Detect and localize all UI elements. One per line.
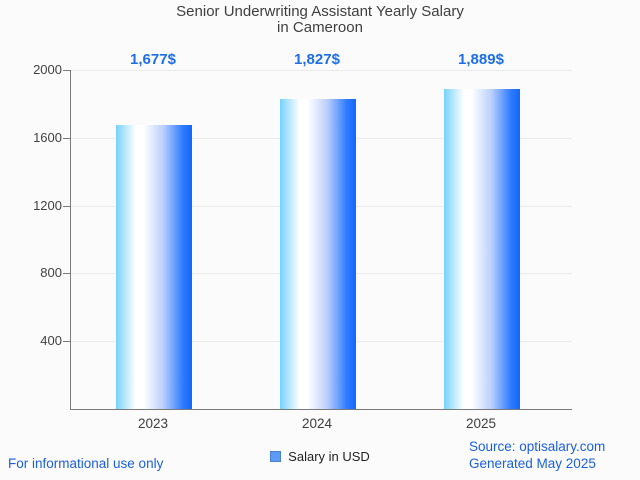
y-axis-label: 2000 [33, 62, 62, 77]
y-axis-tick [63, 70, 70, 71]
generated-date: Generated May 2025 [469, 456, 596, 471]
y-axis-tick [63, 205, 70, 207]
source-credit[interactable]: Source: optisalary.com Generated May 202… [469, 438, 605, 472]
legend: Salary in USD [0, 448, 640, 464]
source-link[interactable]: Source: optisalary.com [469, 439, 606, 454]
informational-note-link[interactable]: For informational use only [8, 456, 164, 471]
bar-value-label: 1,827$ [294, 51, 340, 68]
y-axis-tick [63, 273, 70, 275]
gridline [71, 70, 572, 71]
bar-2023[interactable] [116, 124, 192, 409]
y-axis-label: 1600 [33, 129, 62, 145]
bar-2024[interactable] [280, 99, 356, 409]
plot-area [70, 70, 572, 410]
y-axis-tick [63, 137, 70, 139]
x-axis-label: 2025 [465, 416, 497, 431]
y-axis-tick [63, 341, 70, 343]
chart-title: Senior Underwriting Assistant Yearly Sal… [176, 3, 464, 36]
bar-2025[interactable] [444, 88, 520, 409]
x-axis-label: 2024 [301, 416, 333, 431]
x-axis-label: 2023 [137, 416, 169, 431]
y-axis-label: 1200 [33, 197, 62, 213]
y-axis-label: 800 [40, 265, 62, 281]
legend-marker-icon [270, 450, 282, 462]
y-axis-label: 400 [40, 333, 62, 349]
bar-value-label: 1,677$ [130, 51, 176, 68]
legend-label: Salary in USD [288, 448, 370, 464]
bar-value-label: 1,889$ [458, 51, 504, 68]
